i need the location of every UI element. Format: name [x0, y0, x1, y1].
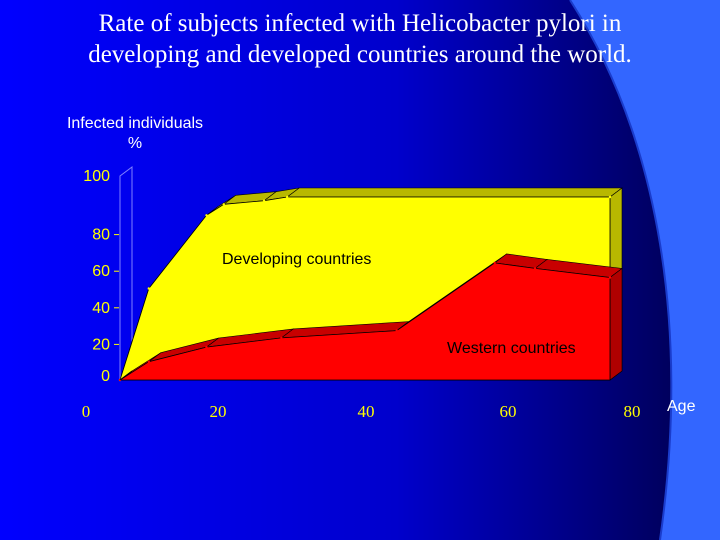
data-point	[608, 195, 612, 199]
y-tick-label: 100	[83, 168, 110, 185]
slide-title: Rate of subjects infected with Helicobac…	[0, 8, 720, 70]
data-point	[608, 276, 612, 279]
series-area	[118, 262, 611, 381]
y-axis-label-line2: %	[127, 135, 143, 152]
y-tick-label: 20	[92, 336, 110, 353]
x-axis-label: Age	[667, 398, 696, 415]
slide-title-line2: developing and developed countries aroun…	[88, 41, 632, 68]
data-point	[280, 336, 283, 340]
data-point	[395, 329, 398, 332]
x-tick-label: 0	[82, 402, 91, 421]
series-top-segment	[286, 187, 623, 198]
series-label-western: Western countries	[447, 340, 576, 357]
data-point	[147, 287, 150, 290]
data-point	[205, 214, 208, 217]
y-axis-label-line1: Infected individuals	[66, 115, 204, 132]
data-point	[262, 199, 266, 202]
series-labels: Developing countries Western countries	[222, 251, 576, 357]
series-side-face	[609, 267, 623, 381]
y-axis: 0 20 40 60 80 100	[83, 168, 133, 385]
x-axis: 0 20 40 60 80 Age	[82, 398, 696, 421]
y-tick-label: 0	[101, 368, 110, 385]
slide-title-line1: Rate of subjects infected with Helicobac…	[98, 10, 622, 37]
y-tick-label: 80	[92, 227, 110, 244]
decorative-swoosh	[570, 0, 720, 540]
data-point	[147, 360, 150, 363]
data-point	[205, 345, 208, 349]
series-western-countries	[118, 253, 623, 382]
x-tick-label: 60	[500, 402, 517, 421]
data-point	[533, 267, 537, 270]
y-tick-label: 40	[92, 300, 110, 317]
x-tick-label: 20	[210, 402, 227, 421]
y-tick-label: 60	[92, 263, 110, 280]
series-label-developing: Developing countries	[222, 251, 371, 268]
x-tick-label: 40	[358, 402, 375, 421]
x-tick-label: 80	[624, 402, 641, 421]
y-axis-label: Infected individuals %	[40, 114, 230, 154]
data-point	[222, 203, 225, 206]
y-axis-base	[119, 370, 133, 381]
data-point	[493, 261, 496, 265]
data-point	[286, 195, 289, 199]
